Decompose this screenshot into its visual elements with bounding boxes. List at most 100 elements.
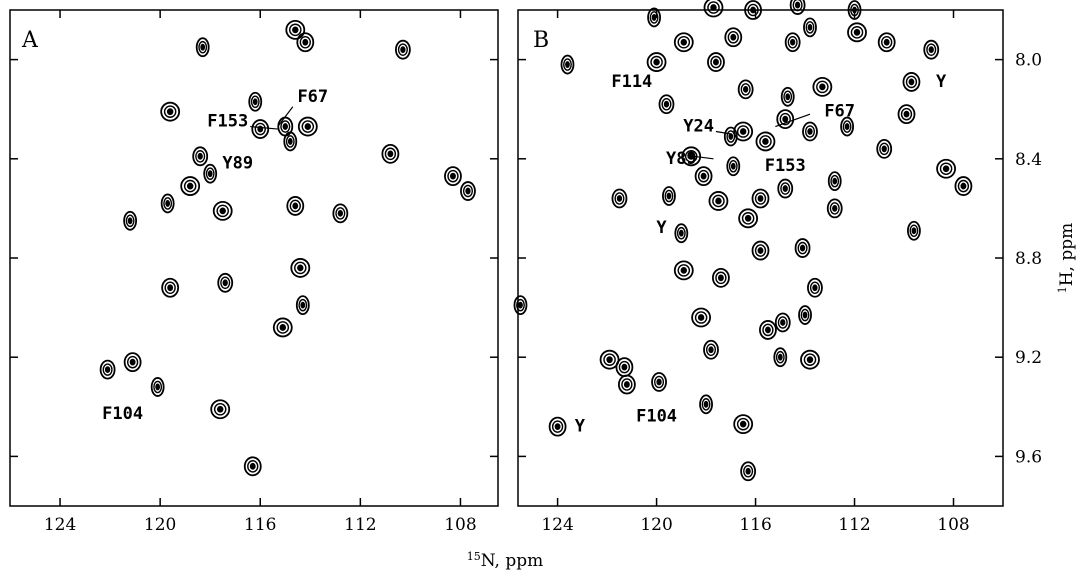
peak-contour [909,224,919,237]
peak [296,32,315,53]
peak-contour [395,39,411,60]
peak-contour [741,212,755,225]
peak-contour [160,193,175,214]
peak-contour [847,22,867,43]
peak [707,52,725,72]
peak-contour [213,403,227,416]
peak [803,17,817,38]
peak-contour [802,311,808,319]
peak-contour [804,125,816,138]
peak-contour [163,105,177,118]
peak-contour [251,119,270,139]
peak-contour [736,125,750,138]
peak-contour [703,400,709,408]
peak-contour [728,133,734,140]
x-tick-label: 116 [244,515,276,535]
y-tick-label: 9.6 [1015,447,1042,467]
peak-contour [806,356,814,364]
peak-contour [217,272,234,293]
peak [954,176,973,196]
peak [285,19,306,40]
peak-contour [928,46,934,54]
peak-contour [195,150,206,163]
panel-b-label: B [533,28,549,53]
peak-contour [674,223,689,244]
peak-contour [819,83,826,91]
peak [738,208,759,229]
peak-contour [743,465,754,478]
peak-contour [708,191,729,211]
peak [744,0,762,20]
peak [150,377,165,397]
peak-contour [730,162,736,170]
peak-contour [881,145,887,153]
peak-contour [460,181,476,201]
peak-contour [295,295,310,316]
peak-contour [252,98,258,106]
peak-contour [297,264,304,272]
peak-label: F104 [102,404,143,424]
peak-contour [205,167,215,180]
peak-contour [879,142,890,156]
peak [99,359,116,380]
peak-contour [707,1,720,14]
peak-contour [726,156,741,177]
peak-contour [739,128,747,135]
peak-label: F104 [636,407,677,427]
peak [283,131,298,152]
peak-contour [621,378,633,391]
peak-contour [167,284,174,292]
peak-contour [701,398,711,411]
peak-contour [165,200,171,207]
peak-contour [123,210,138,231]
peak [444,166,462,187]
peak-contour [565,61,570,68]
peak-contour [812,284,818,292]
peak-contour [289,23,302,37]
peak-contour [400,46,406,54]
peak [123,210,138,231]
peak [840,116,855,137]
peak [646,52,667,72]
peak-contour [387,150,394,158]
peak-contour [287,138,293,145]
peak-contour [195,37,210,58]
peak [751,240,770,261]
peak [243,456,262,477]
leader-line [250,125,278,130]
peak-contour [751,240,770,261]
peak-contour [164,281,176,295]
peak-contour [516,298,525,312]
panel-b-leader-lines [693,113,811,160]
peak-contour [712,194,725,208]
peak-contour [691,307,712,328]
peak-contour [900,107,913,121]
peak-contour [614,192,625,205]
peak-contour [656,378,662,386]
panel-a-label: A [21,28,39,53]
peak [876,138,893,159]
peak [802,121,818,142]
peak [777,178,794,199]
peak-contour [936,158,956,179]
peak-contour [805,21,815,34]
peak-contour [800,349,820,370]
peak-contour [902,72,921,92]
peak-contour [289,199,301,213]
peak [210,399,231,420]
peak-contour [129,358,136,366]
peak-contour [798,305,812,325]
peak [615,357,634,378]
peak-contour [216,204,229,218]
panel-a-y-ticks [10,58,498,458]
peak-label: F67 [297,87,328,107]
peak-contour [705,343,717,357]
peak-contour [651,14,657,21]
peak-contour [715,197,722,205]
peak [780,86,795,107]
peak-contour [150,377,165,397]
peak-contour [708,346,714,354]
peak-contour [840,116,855,137]
peak-contour [563,58,572,71]
